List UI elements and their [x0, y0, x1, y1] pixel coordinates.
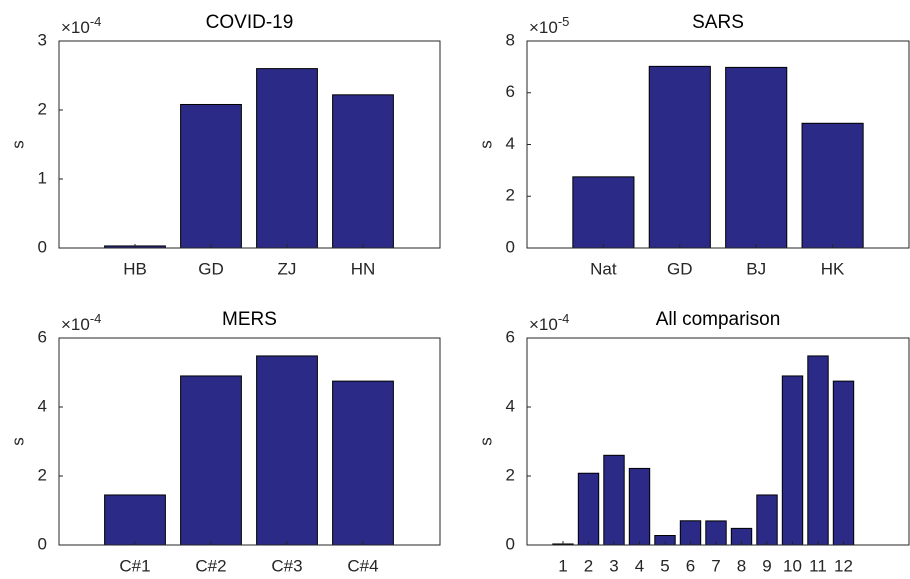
- y-tick-label: 2: [506, 465, 515, 484]
- x-tick-label: GD: [198, 259, 224, 278]
- subplot: C#1 C#2 C#3 C#4 0 2 4 6 MERS s ×10-4: [8, 309, 441, 575]
- axes-box: [526, 40, 910, 249]
- y-tick-label: 4: [506, 396, 515, 415]
- y-axis-label: s: [8, 437, 27, 446]
- bar: [577, 472, 600, 546]
- y-exponent: ×10-5: [529, 14, 569, 37]
- axes-box: [526, 337, 910, 546]
- bar: [332, 380, 394, 546]
- y-exponent: ×10-4: [529, 311, 569, 334]
- x-tick-label: C#2: [195, 556, 226, 575]
- bar: [332, 94, 394, 249]
- y-axis-label: s: [8, 140, 27, 149]
- exponent-power: -5: [558, 14, 570, 29]
- bar: [807, 355, 829, 546]
- x-tick-label: 10: [783, 556, 802, 575]
- exponent-base: ×10: [61, 315, 90, 334]
- exponent-base: ×10: [61, 18, 90, 37]
- y-tick-label: 6: [38, 327, 47, 346]
- subplot: Nat GD BJ HK 0 2 4 6 8 SARS s ×10-5: [476, 12, 910, 278]
- y-exponent: ×10-4: [61, 14, 101, 37]
- exponent-power: -4: [558, 311, 570, 326]
- x-tick-label: GD: [667, 259, 693, 278]
- y-tick-label: 2: [38, 465, 47, 484]
- subplot-title: SARS: [692, 12, 744, 33]
- bar: [603, 454, 625, 546]
- x-tick-label: 12: [834, 556, 853, 575]
- x-tick-label: 1: [558, 556, 567, 575]
- x-tick-label: 3: [609, 556, 618, 575]
- exponent-base: ×10: [529, 18, 558, 37]
- x-tick-label: HN: [351, 259, 376, 278]
- x-tick-label: 5: [660, 556, 669, 575]
- subplot: HB GD ZJ HN 0 1 2 3 COVID-19 s ×10-4: [8, 12, 441, 278]
- bar: [628, 467, 651, 546]
- axes-box: [58, 40, 441, 249]
- exponent-power: -4: [90, 311, 102, 326]
- y-tick-label: 0: [506, 237, 515, 256]
- x-tick-label: C#1: [119, 556, 150, 575]
- y-tick-label: 3: [38, 30, 47, 49]
- y-tick-label: 0: [38, 534, 47, 553]
- bar: [572, 176, 635, 249]
- x-tick-label: HB: [123, 259, 147, 278]
- subplot-title: All comparison: [656, 309, 781, 330]
- x-tick-label: C#3: [271, 556, 302, 575]
- subplot-title: COVID-19: [206, 12, 294, 33]
- y-tick-label: 0: [506, 534, 515, 553]
- y-exponent: ×10-4: [61, 311, 101, 334]
- bar: [180, 103, 242, 249]
- bar: [756, 494, 778, 546]
- y-tick-label: 4: [506, 134, 515, 153]
- y-tick-label: 6: [506, 327, 515, 346]
- bar: [256, 355, 318, 546]
- x-tick-label: 6: [686, 556, 695, 575]
- y-tick-label: 1: [38, 168, 47, 187]
- x-tick-label: HK: [821, 259, 845, 278]
- subplot-title: MERS: [222, 309, 277, 330]
- x-tick-label: 9: [762, 556, 771, 575]
- bar: [180, 375, 242, 546]
- bar: [104, 494, 166, 546]
- bar: [256, 68, 318, 249]
- x-tick-label: ZJ: [278, 259, 297, 278]
- y-axis-label: s: [476, 437, 495, 446]
- x-tick-label: 8: [737, 556, 746, 575]
- y-axis-label: s: [476, 140, 495, 149]
- bar: [801, 122, 864, 249]
- x-tick-label: Nat: [590, 259, 617, 278]
- y-tick-label: 8: [506, 30, 515, 49]
- y-tick-label: 6: [506, 82, 515, 101]
- exponent-power: -4: [90, 14, 102, 29]
- y-tick-label: 0: [38, 237, 47, 256]
- x-tick-label: C#4: [347, 556, 378, 575]
- bar: [832, 380, 855, 546]
- x-tick-label: BJ: [746, 259, 766, 278]
- x-tick-label: 11: [809, 556, 827, 575]
- y-tick-label: 2: [506, 186, 515, 205]
- bar: [648, 65, 711, 249]
- bar: [781, 375, 804, 546]
- axes-box: [58, 337, 441, 546]
- y-tick-label: 2: [38, 99, 47, 118]
- y-tick-label: 4: [38, 396, 47, 415]
- bar: [725, 66, 788, 249]
- x-tick-label: 4: [635, 556, 644, 575]
- exponent-base: ×10: [529, 315, 558, 334]
- x-tick-label: 7: [711, 556, 720, 575]
- x-tick-label: 2: [584, 556, 593, 575]
